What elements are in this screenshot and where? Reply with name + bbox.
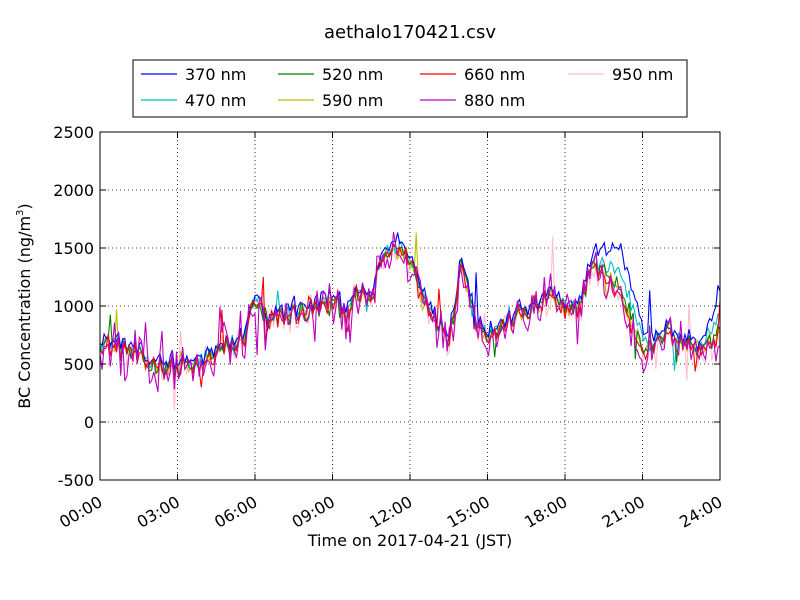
legend-label: 370 nm — [185, 65, 246, 84]
legend-frame — [132, 59, 688, 118]
x-tick-label: 24:00 — [676, 492, 725, 532]
legend-label: 470 nm — [185, 91, 246, 110]
x-tick-label: 00:00 — [56, 492, 105, 532]
y-tick-label: 2000 — [53, 181, 94, 200]
y-axis-label: BC Concentration (ng/m3) — [15, 203, 34, 408]
y-tick-label: 2500 — [53, 123, 94, 142]
y-axis-label-close: ) — [15, 203, 34, 209]
legend-label: 880 nm — [464, 91, 525, 110]
x-tick-label: 12:00 — [366, 492, 415, 532]
x-tick-label: 21:00 — [599, 492, 648, 532]
y-tick-label: 1500 — [53, 239, 94, 258]
x-tick-label: 09:00 — [289, 492, 338, 532]
y-axis-label-main: BC Concentration (ng/m — [15, 216, 34, 409]
x-tick-label: 06:00 — [211, 492, 260, 532]
legend-label: 950 nm — [612, 65, 673, 84]
x-tick-label: 18:00 — [521, 492, 570, 532]
y-tick-label: 1000 — [53, 297, 94, 316]
chart-title: aethalo170421.csv — [324, 22, 496, 43]
y-tick-label: 0 — [84, 413, 94, 432]
y-tick-label: -500 — [58, 471, 94, 490]
legend-label: 660 nm — [464, 65, 525, 84]
legend: 370 nm 470 nm 520 nm 590 nm 660 nm 880 nm 950 … — [132, 59, 688, 118]
legend-label: 590 nm — [322, 91, 383, 110]
series-line-880-nm — [99, 231, 721, 393]
x-tick-label: 03:00 — [134, 492, 183, 532]
series-line-370-nm — [99, 232, 721, 370]
x-tick-label: 15:00 — [444, 492, 493, 532]
legend-label: 520 nm — [322, 65, 383, 84]
x-axis-label: Time on 2017-04-21 (JST) — [307, 531, 512, 550]
plot-area: 00:00 03:00 06:00 09:00 12:00 15:00 18:00 21:00… — [53, 123, 725, 532]
y-axis-label-sup: 3 — [15, 210, 26, 216]
y-tick-label: 500 — [63, 355, 94, 374]
series-lines — [99, 231, 721, 411]
